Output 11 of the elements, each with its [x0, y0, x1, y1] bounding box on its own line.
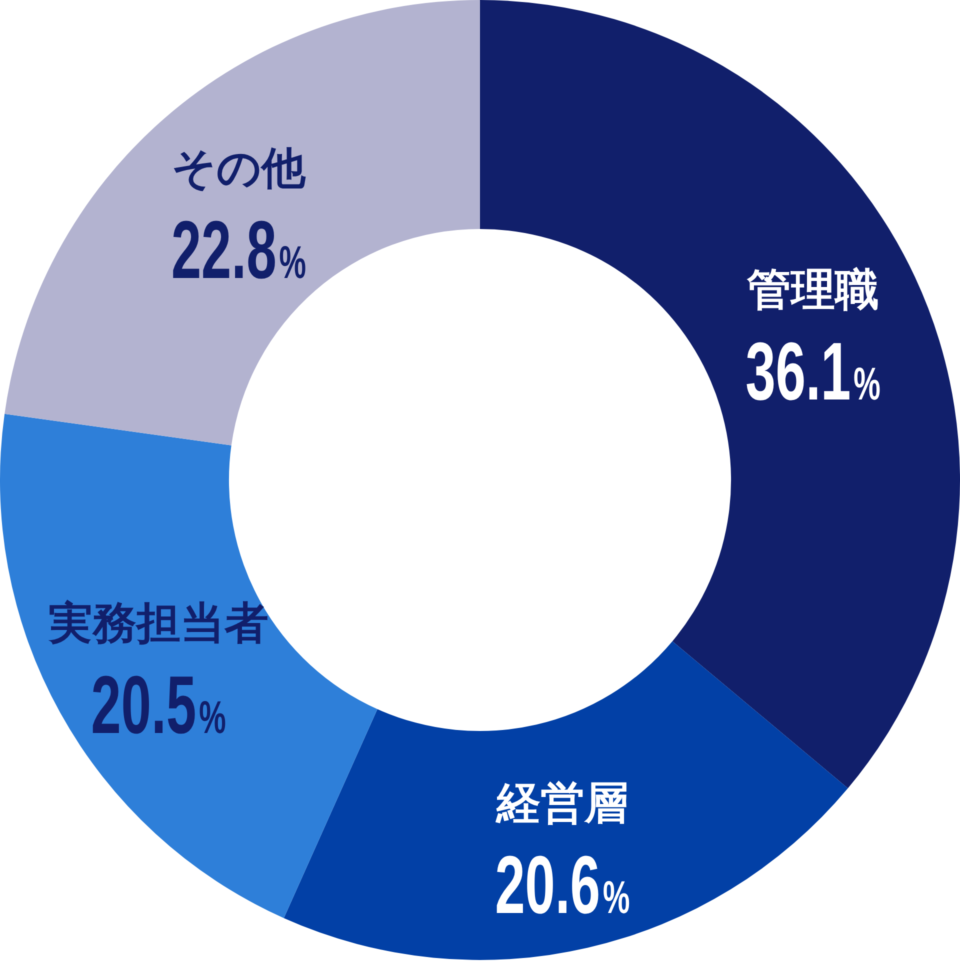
donut-slice: [4, 0, 480, 446]
data-label: 20.6%: [494, 838, 630, 931]
data-label: 22.8%: [171, 203, 306, 296]
donut-slice: [284, 641, 848, 960]
slice-label: 経営層: [494, 778, 628, 830]
data-label: 36.1%: [746, 325, 881, 418]
donut-slice: [0, 414, 378, 918]
slice-label: 管理職: [746, 264, 880, 316]
slice-label: 実務担当者: [48, 598, 268, 650]
data-label: 20.5%: [91, 658, 226, 751]
slice-label: その他: [172, 142, 307, 194]
